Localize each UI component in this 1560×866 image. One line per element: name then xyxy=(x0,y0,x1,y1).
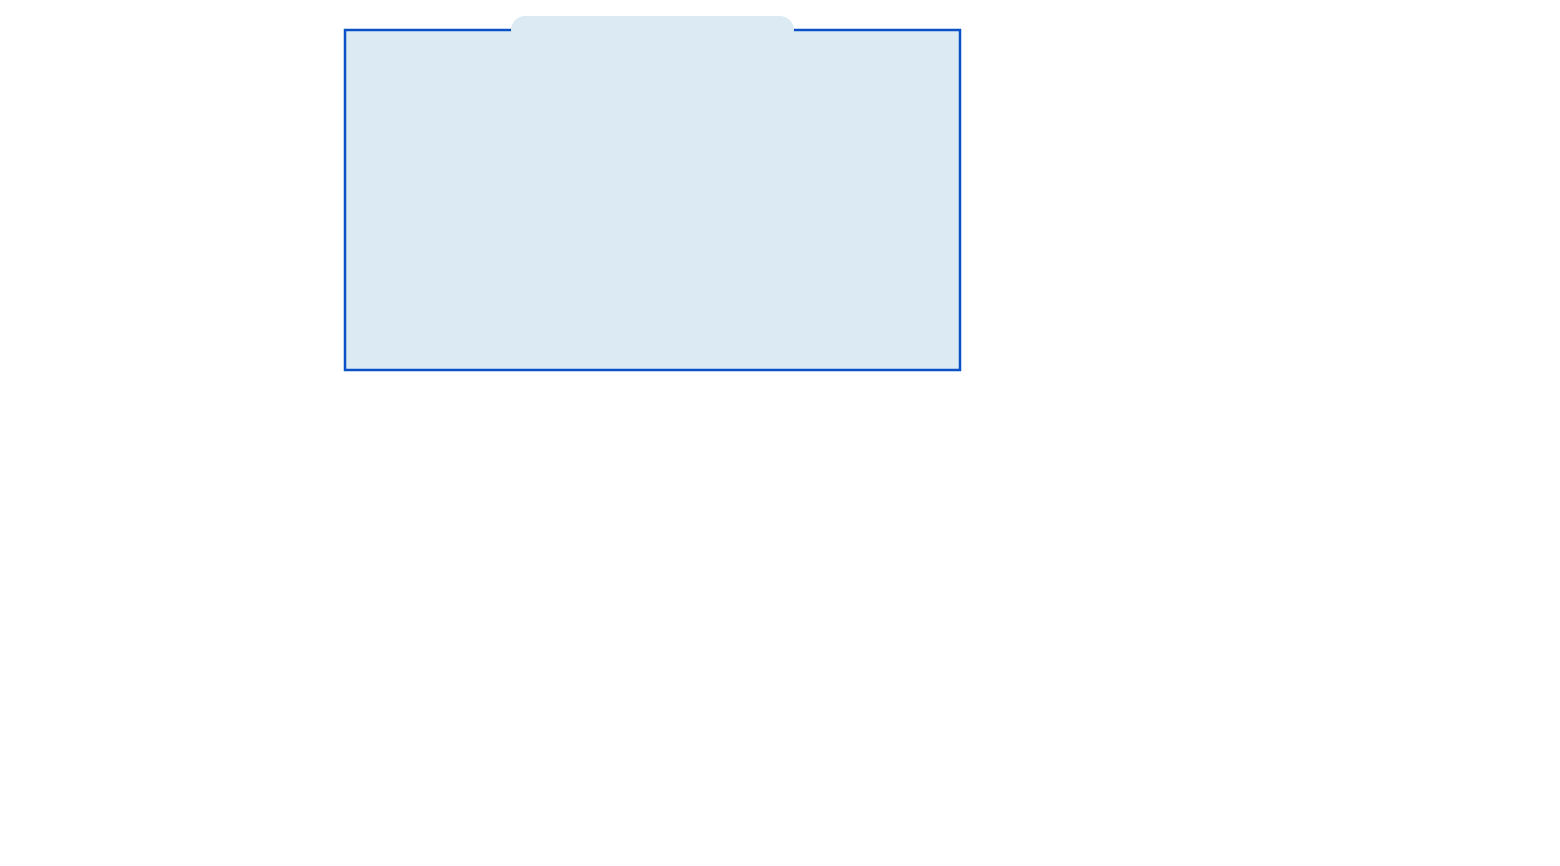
edge-region-title-bg xyxy=(511,16,794,44)
edge-region xyxy=(345,30,960,370)
